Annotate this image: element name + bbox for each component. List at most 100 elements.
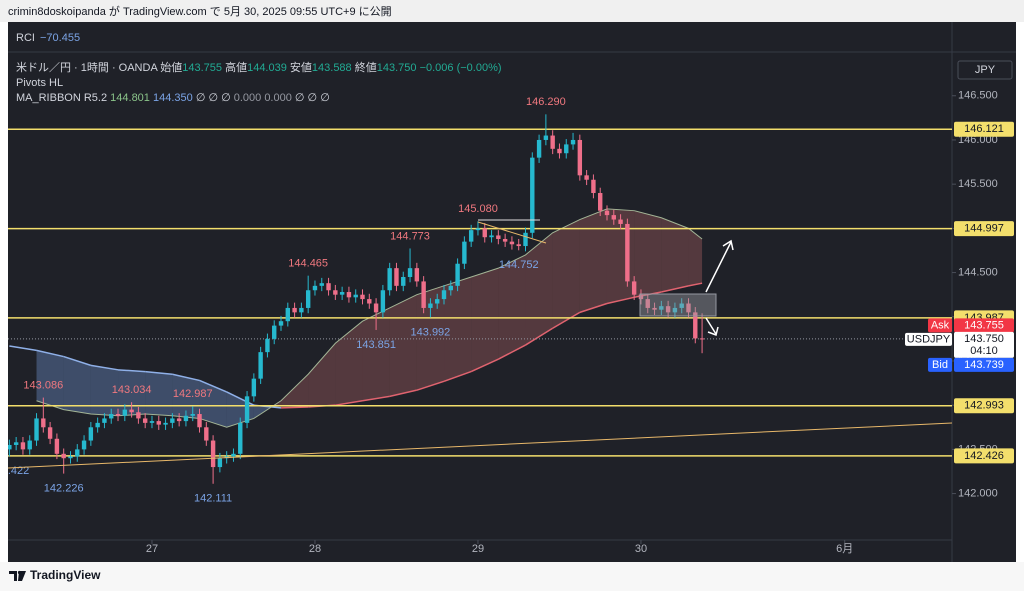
candle-body	[27, 440, 32, 450]
candle-body	[550, 135, 555, 149]
candle-body	[407, 268, 413, 277]
ma-slow	[362, 395, 390, 402]
y-tick-label: 146.000	[958, 134, 998, 146]
ribbon-fill	[525, 232, 553, 346]
pivot-low-label: 142.226	[44, 483, 84, 495]
y-tick-label: 142.000	[958, 487, 998, 499]
candle-body	[190, 414, 195, 416]
bid-tag: Bid	[932, 359, 948, 371]
candle-body	[292, 307, 297, 313]
ma-slow	[525, 327, 554, 346]
candle-body	[210, 440, 216, 468]
candle-body	[47, 427, 53, 439]
arrow-up	[705, 239, 734, 293]
candle-body	[468, 230, 474, 242]
ribbon-fill	[444, 276, 472, 382]
candle-body	[156, 421, 161, 425]
candle-body	[81, 440, 87, 450]
candle-body	[502, 238, 508, 242]
candle-body	[611, 215, 616, 220]
pivot-low-label: 143.992	[411, 326, 451, 338]
ribbon-fill	[199, 380, 227, 428]
candle-body	[625, 223, 630, 282]
ma-slow	[90, 364, 119, 371]
pivot-line	[477, 221, 547, 244]
ribbon-fill	[145, 371, 173, 416]
ribbon-fill	[471, 268, 499, 372]
candle-body	[353, 294, 358, 298]
candle-body	[20, 442, 26, 450]
candle-body	[346, 292, 352, 298]
candle-body	[102, 418, 107, 423]
ma-slow	[117, 369, 146, 373]
candle-body	[176, 418, 182, 422]
level-label-bg	[954, 448, 1014, 464]
ma-slow	[226, 391, 255, 406]
ask-price: 143.755	[964, 319, 1004, 331]
candle-body	[373, 303, 379, 313]
ribbon-fill	[634, 210, 662, 298]
x-tick-label: 30	[635, 543, 647, 555]
candle-body	[197, 414, 202, 428]
candle-body	[136, 412, 141, 419]
top-bar	[0, 0, 1024, 22]
candle-body	[618, 219, 623, 224]
candle-body	[584, 175, 589, 180]
y-tick-label: 144.500	[958, 266, 998, 278]
candle-body	[645, 299, 650, 308]
candle-body	[163, 422, 168, 425]
trend-line	[7, 422, 953, 469]
legend-ma: MA_RIBBON R5.2 144.801 144.350 ∅ ∅ ∅ 0.0…	[16, 92, 330, 104]
candle-body	[265, 338, 270, 353]
arrow-down	[705, 317, 719, 336]
ma-slow	[443, 370, 472, 383]
ma-slow	[497, 344, 526, 360]
candle-body	[41, 418, 46, 428]
candle-body	[305, 290, 311, 308]
candle-body	[516, 244, 521, 247]
ma-slow	[389, 389, 418, 398]
ma-slow	[552, 311, 581, 329]
candle-body	[217, 458, 223, 468]
candle-body	[489, 235, 494, 238]
candle-body	[326, 283, 331, 291]
candle-body	[394, 268, 399, 286]
ma-slow	[579, 302, 608, 314]
candle-body	[129, 409, 134, 413]
y-tick-label: 146.500	[958, 90, 998, 102]
ask-price-bg	[954, 318, 1014, 333]
ribbon-fill	[335, 321, 363, 406]
candle-body	[699, 338, 705, 340]
ma-slow	[688, 282, 703, 287]
candle-body	[149, 421, 155, 423]
ma-slow	[145, 370, 173, 375]
ma-slow	[172, 373, 200, 382]
candle-body	[88, 427, 94, 441]
candle-body	[441, 290, 447, 300]
level-label: 144.997	[964, 223, 1004, 235]
candle-body	[557, 148, 562, 154]
candle-body	[333, 290, 338, 295]
footer	[0, 562, 1024, 591]
candle-body	[13, 442, 19, 445]
drawings	[7, 219, 953, 469]
bid-price-bg	[954, 357, 1014, 372]
candle-body	[659, 306, 664, 310]
y-tick-label: 145.500	[958, 178, 998, 190]
currency: JPY	[975, 64, 996, 76]
candle-body	[435, 299, 440, 304]
candle-body	[679, 303, 684, 308]
bid-price: 143.739	[964, 359, 1004, 371]
last-price: 143.750	[964, 333, 1004, 345]
pivot-high-label: 142.987	[173, 388, 213, 400]
legend-pivots: Pivots HL	[16, 77, 63, 89]
ribbon-fill	[552, 219, 580, 329]
candle-body	[564, 144, 569, 154]
symbol-tag-bg	[905, 332, 952, 346]
pivot-high-label: 144.773	[390, 230, 430, 242]
ribbon-fill	[661, 217, 689, 293]
pivot-low-label: 144.752	[499, 259, 539, 271]
candle-body	[204, 427, 209, 441]
candle-body	[278, 321, 284, 326]
candle-body	[75, 449, 80, 457]
